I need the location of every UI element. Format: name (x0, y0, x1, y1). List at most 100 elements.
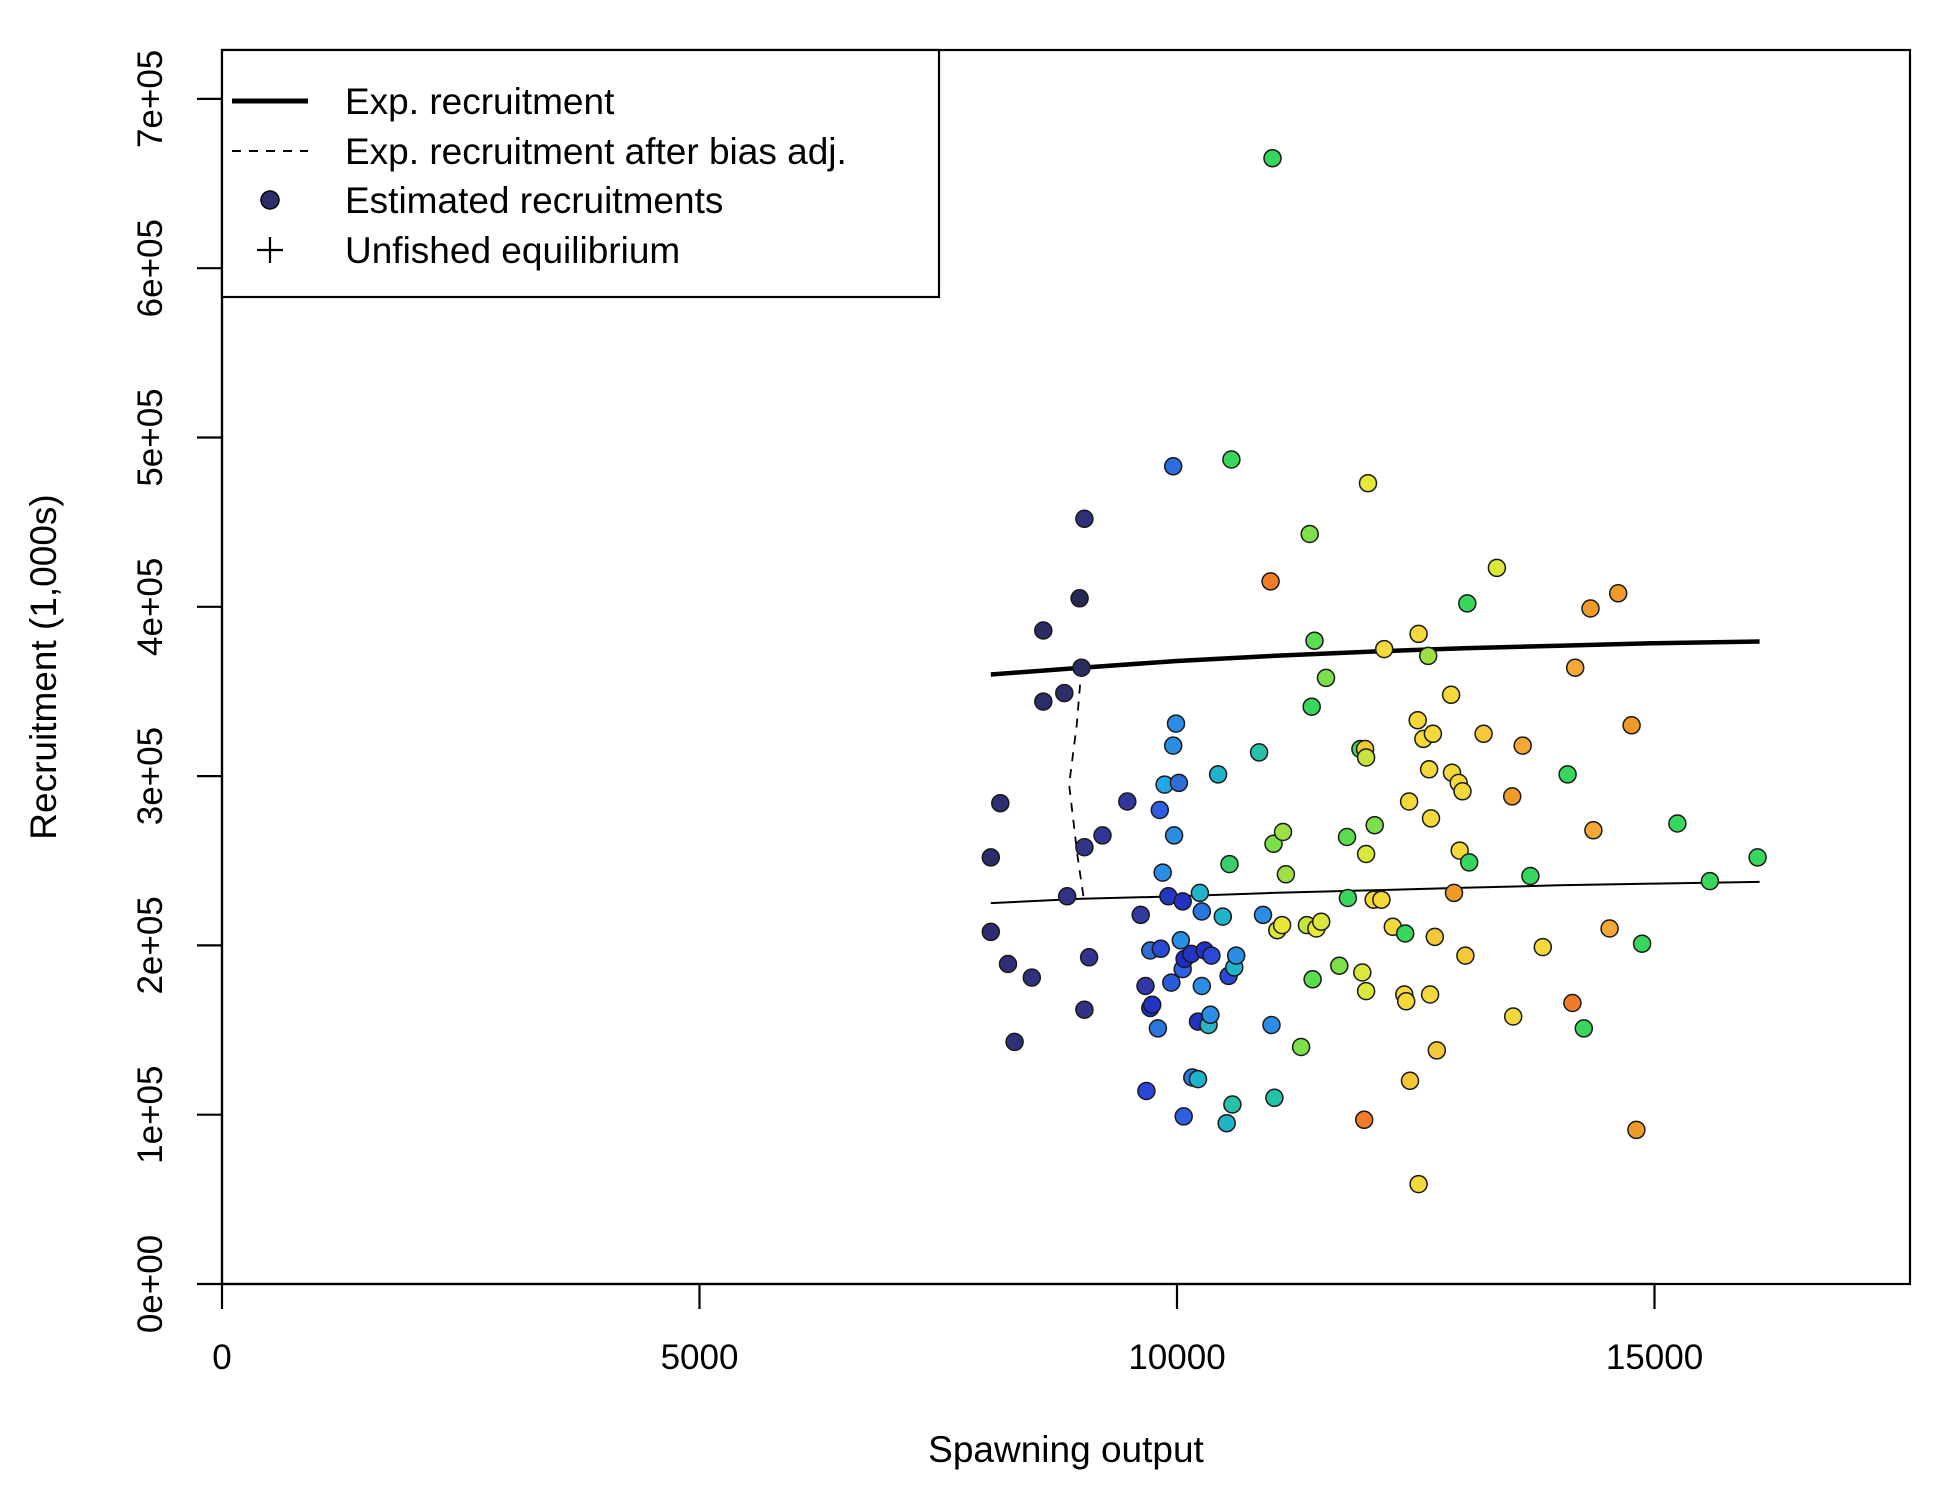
legend: Exp. recruitment Exp. recruitment after … (220, 48, 941, 299)
recruitment-point (1400, 1071, 1420, 1091)
recruitment-point (1174, 1107, 1193, 1126)
recruitment-point (1622, 716, 1641, 735)
y-tick-label: 2e+05 (131, 896, 170, 994)
recruitment-point (1459, 853, 1479, 872)
x-tick-label: 10000 (1128, 1338, 1225, 1377)
recruitment-point (1201, 1005, 1220, 1025)
recruitment-point (1208, 765, 1228, 784)
legend-box (220, 48, 941, 299)
y-tick-label: 1e+05 (131, 1066, 170, 1164)
recruitment-point (1055, 683, 1074, 703)
recruitment-point (1502, 787, 1522, 806)
recruitment-point (1276, 865, 1296, 884)
points-layer (981, 148, 1767, 1194)
y-tick-label: 7e+05 (131, 50, 170, 148)
x-tick-label: 5000 (661, 1338, 739, 1377)
y-axis-title: Recruitment (1,000s) (23, 494, 64, 839)
recruitment-point (1600, 919, 1619, 938)
recruitment-point (1222, 450, 1241, 469)
y-tick-label: 3e+05 (131, 727, 170, 825)
recruitment-point (1169, 773, 1189, 793)
recruitment-point (1202, 946, 1221, 965)
recruitment-point (1533, 937, 1553, 957)
recruitment-point (1072, 658, 1091, 677)
recruitment-point (1453, 782, 1472, 801)
legend-label-bias-adj: Exp. recruitment after bias adj. (345, 131, 847, 172)
recruitment-point (1748, 848, 1767, 867)
recruitment-point (1427, 1041, 1447, 1060)
recruitment-point (1425, 927, 1445, 947)
series-line (990, 880, 1760, 905)
recruitment-point (1627, 1120, 1646, 1140)
recruitment-point (1034, 621, 1053, 640)
x-tick-label: 15000 (1606, 1338, 1703, 1377)
recruitment-point (1374, 639, 1394, 659)
recruitment-point (1261, 572, 1280, 591)
recruitment-point (1409, 1174, 1428, 1194)
recruitment-point (1171, 931, 1191, 950)
recruitment-point (1226, 946, 1246, 965)
recruitment-point (1487, 558, 1507, 578)
y-tick-label: 0e+00 (131, 1235, 170, 1333)
recruitment-point (1458, 594, 1477, 613)
recruitment-point (1420, 985, 1440, 1004)
recruitment-point (1075, 1000, 1094, 1019)
recruitment-point (1302, 697, 1321, 716)
recruitment-point (1303, 970, 1322, 989)
recruitment-point (1337, 827, 1357, 847)
legend-circle-swatch (260, 190, 280, 210)
recruitment-point (1300, 524, 1319, 544)
recruitment-point (1173, 892, 1192, 911)
recruitment-point (1358, 473, 1378, 493)
recruitment-point (1253, 905, 1273, 925)
recruitment-point (1584, 821, 1603, 840)
recruitment-point (1419, 760, 1439, 779)
recruitment-point (1153, 863, 1172, 882)
recruitment-point (998, 954, 1018, 974)
recruitment-point (1305, 631, 1324, 650)
recruitment-point (1456, 946, 1475, 965)
recruitment-point (1150, 800, 1170, 820)
recruitment-point (1148, 1019, 1168, 1038)
legend-label-estimated: Estimated recruitments (345, 180, 723, 221)
recruitment-point (1338, 888, 1358, 908)
recruitment-point (1441, 685, 1461, 705)
recruitment-point (1423, 724, 1443, 744)
recruitment-point (1188, 1069, 1208, 1089)
recruitment-point (1079, 948, 1099, 967)
recruitment-point (1396, 992, 1416, 1011)
recruitment-point (1262, 1015, 1281, 1035)
recruitment-point (1365, 815, 1384, 835)
recruitment-point (1356, 844, 1376, 864)
x-axis: 0 5000 10000 15000 (212, 1282, 1703, 1377)
recruitment-point (1291, 1037, 1311, 1057)
recruitment-point (1136, 976, 1155, 996)
recruitment-point (1474, 724, 1493, 744)
recruitment-point (1272, 915, 1292, 935)
legend-label-unfished: Unfished equilibrium (345, 230, 680, 271)
recruitment-point (1151, 939, 1171, 959)
recruitment-point (1444, 883, 1464, 903)
recruitment-point (1057, 887, 1077, 906)
recruitment-point (1163, 736, 1183, 755)
recruitment-point (1513, 736, 1532, 755)
recruitment-point (1409, 624, 1428, 644)
recruitment-point (1372, 890, 1391, 909)
recruitment-point (1581, 599, 1600, 618)
recruitment-point (1521, 866, 1540, 886)
recruitment-point (1356, 748, 1376, 767)
legend-plus-swatch (257, 237, 283, 263)
recruitment-point (1354, 1110, 1374, 1130)
x-axis-title: Spawning output (928, 1429, 1204, 1470)
series-line (990, 639, 1760, 677)
recruitment-point (1574, 1019, 1594, 1038)
recruitment-point (1563, 993, 1582, 1013)
recruitment-point (1421, 809, 1441, 828)
recruitment-point (1166, 714, 1186, 733)
recruitment-point (1075, 509, 1094, 529)
recruitment-point (1263, 148, 1282, 168)
recruitment-point (1223, 1095, 1242, 1114)
recruitment-point (1093, 826, 1112, 845)
